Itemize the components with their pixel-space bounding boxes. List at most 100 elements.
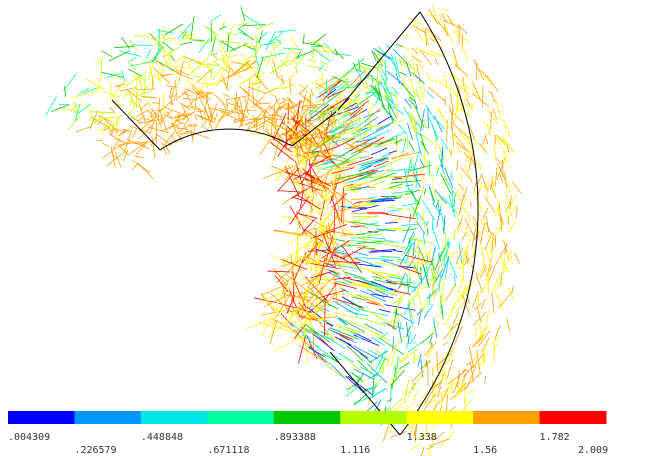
vector: [473, 60, 483, 80]
vector: [421, 333, 434, 343]
vector: [206, 57, 226, 65]
vector: [322, 109, 323, 121]
vector: [132, 129, 136, 137]
vector: [368, 130, 390, 140]
vector: [410, 334, 416, 345]
vector: [508, 221, 516, 233]
vector: [353, 346, 378, 360]
vector: [497, 135, 505, 143]
vector: [408, 158, 411, 178]
vector: [51, 105, 68, 111]
vector: [113, 80, 126, 96]
vector: [197, 69, 211, 82]
vector: [397, 94, 398, 117]
vector: [399, 362, 409, 369]
vector: [164, 107, 183, 115]
vector: [487, 138, 488, 144]
vector: [451, 93, 454, 112]
vector: [393, 298, 403, 313]
vector: [444, 306, 454, 326]
vector: [314, 34, 326, 44]
vector: [455, 65, 467, 76]
vector: [219, 74, 234, 83]
vector: [402, 229, 416, 231]
vector: [473, 291, 479, 308]
vector: [453, 229, 455, 240]
vector: [124, 92, 129, 98]
vector: [134, 36, 142, 37]
vector: [366, 234, 382, 236]
vector: [248, 87, 265, 93]
vector: [226, 99, 227, 109]
legend-label: .448848: [141, 432, 183, 443]
vector: [443, 20, 460, 28]
vector: [421, 446, 425, 456]
vector: [309, 41, 320, 42]
vector: [365, 109, 380, 122]
vector: [435, 59, 438, 65]
vector: [109, 51, 130, 61]
vector: [436, 165, 438, 172]
vector: [170, 134, 175, 141]
vector: [103, 151, 112, 158]
vector: [476, 161, 480, 168]
vector: [450, 325, 451, 340]
vector: [139, 125, 152, 139]
vector: [267, 271, 293, 272]
vector: [295, 51, 313, 59]
vector: [483, 74, 492, 86]
vector: [282, 75, 284, 84]
vector-plot: .004309.226579.448848.671118.8933881.116…: [0, 0, 649, 456]
vector: [512, 182, 521, 194]
vector: [322, 72, 323, 85]
vector: [111, 141, 131, 150]
vector: [139, 118, 154, 131]
vector: [495, 325, 500, 339]
vector: [223, 94, 230, 97]
vector: [253, 88, 254, 105]
vector: [480, 144, 487, 154]
vector: [388, 176, 413, 185]
vector: [379, 243, 408, 248]
vector: [68, 116, 80, 129]
vector: [266, 31, 276, 50]
vector: [196, 114, 213, 121]
vector: [211, 30, 223, 47]
vector: [434, 79, 451, 90]
vector: [457, 160, 458, 170]
vector: [478, 174, 482, 183]
vector: [438, 107, 443, 119]
vector: [487, 108, 498, 124]
vector: [495, 245, 507, 265]
vector: [266, 51, 272, 66]
vector: [385, 222, 398, 223]
vector: [372, 50, 376, 61]
vector: [471, 201, 472, 207]
vector: [442, 9, 449, 12]
vector: [409, 294, 418, 303]
vector: [474, 182, 477, 193]
vector: [485, 376, 486, 384]
legend-label: 1.56: [473, 445, 497, 456]
vector: [183, 56, 203, 64]
vector: [496, 267, 508, 282]
vector: [330, 290, 339, 292]
vector: [382, 154, 392, 157]
vector: [179, 42, 191, 45]
vector: [496, 99, 501, 119]
vector: [418, 309, 421, 325]
vector: [260, 311, 284, 316]
vector: [168, 38, 176, 39]
legend-label: 2.009: [578, 445, 608, 456]
vector: [458, 184, 464, 191]
vector: [462, 45, 468, 60]
vector: [458, 193, 461, 202]
vector: [405, 185, 413, 186]
vector: [299, 85, 309, 94]
vector: [464, 152, 472, 160]
vector: [159, 71, 165, 72]
vector: [341, 188, 343, 222]
vector: [194, 91, 198, 113]
vector: [159, 98, 160, 118]
vector: [505, 191, 508, 203]
